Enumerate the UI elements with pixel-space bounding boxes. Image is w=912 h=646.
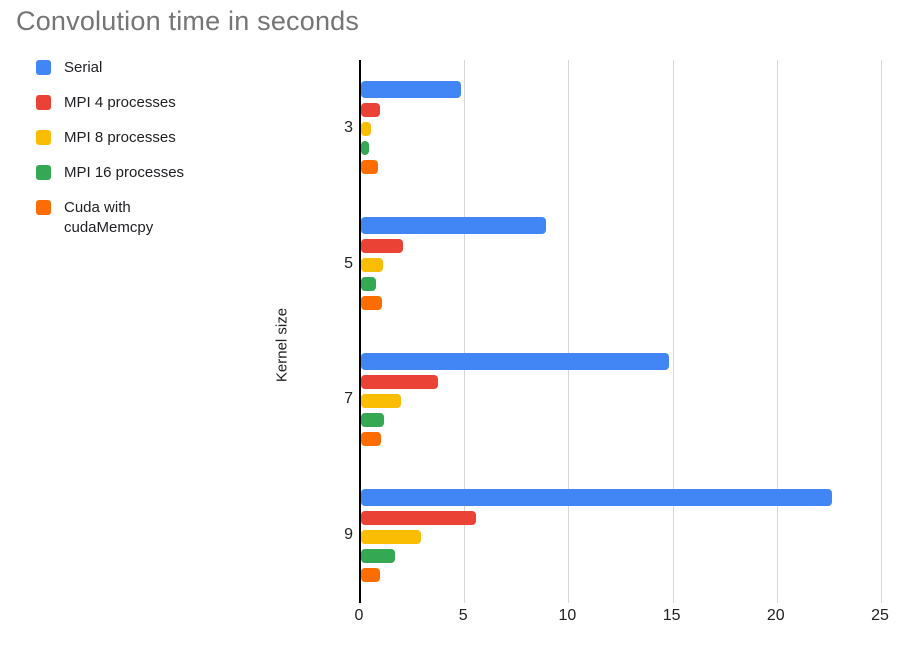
gridline bbox=[568, 60, 570, 603]
bar-serial bbox=[361, 217, 547, 235]
legend-color-swatch bbox=[36, 200, 51, 215]
bar-serial bbox=[361, 488, 832, 506]
x-tick-label: 15 bbox=[662, 607, 681, 624]
bar-group: 9 bbox=[344, 467, 882, 603]
bar-cuda-with-cudamemcpy bbox=[361, 160, 378, 175]
bar-mpi-16-processes bbox=[361, 548, 396, 563]
bar-serial bbox=[361, 352, 670, 370]
bar-mpi-4-processes bbox=[361, 239, 403, 254]
category-label: 5 bbox=[344, 254, 353, 272]
bar-mpi-8-processes bbox=[361, 258, 383, 273]
legend-item: Serial bbox=[36, 58, 184, 80]
chart-title: Convolution time in seconds bbox=[16, 6, 360, 36]
x-tick-label: 25 bbox=[871, 607, 889, 624]
legend-color-swatch bbox=[36, 130, 51, 145]
bar-cuda-with-cudamemcpy bbox=[361, 567, 380, 582]
legend-color-swatch bbox=[36, 95, 51, 110]
legend-color-swatch bbox=[36, 60, 51, 75]
legend-item: MPI 4 processes bbox=[36, 93, 184, 115]
x-tick-label: 20 bbox=[766, 607, 785, 624]
bar-mpi-4-processes bbox=[361, 103, 380, 118]
bar-mpi-8-processes bbox=[361, 529, 422, 544]
category-label: 9 bbox=[344, 526, 353, 544]
legend-item: MPI 8 processes bbox=[36, 128, 184, 150]
bar-mpi-8-processes bbox=[361, 393, 401, 408]
legend-item-label: Cuda with cudaMemcpy bbox=[64, 199, 154, 236]
gridline bbox=[776, 60, 778, 603]
legend-item: MPI 16 processes bbox=[36, 163, 184, 185]
legend-item: Cuda with cudaMemcpy bbox=[36, 198, 184, 238]
legend-item-label: MPI 8 processes bbox=[64, 129, 176, 146]
bar-mpi-16-processes bbox=[361, 412, 384, 427]
bar-cuda-with-cudamemcpy bbox=[361, 431, 381, 446]
legend-color-swatch bbox=[36, 165, 51, 180]
legend-item-label: MPI 16 processes bbox=[64, 164, 185, 181]
legend-item-label: Serial bbox=[64, 59, 103, 76]
x-tick-label: 10 bbox=[558, 607, 577, 624]
bar-serial bbox=[361, 81, 462, 99]
bar-mpi-16-processes bbox=[361, 141, 370, 156]
bar-group: 7 bbox=[344, 332, 882, 468]
legend-item-label: MPI 4 processes bbox=[64, 94, 176, 111]
x-tick-label: 0 bbox=[354, 607, 364, 624]
category-label: 3 bbox=[344, 118, 353, 136]
gridline bbox=[672, 60, 674, 603]
gridline bbox=[881, 60, 882, 603]
bar-mpi-4-processes bbox=[361, 374, 439, 389]
bar-group: 3 bbox=[344, 60, 882, 196]
x-axis-tick-labels: 0 5 10 15 20 25 bbox=[355, 607, 889, 629]
bar-group: 5 bbox=[344, 196, 882, 332]
bar-cuda-with-cudamemcpy bbox=[361, 296, 382, 311]
bar-mpi-8-processes bbox=[361, 122, 372, 137]
plot-area: 3 5 7 9 bbox=[344, 60, 882, 603]
category-label: 7 bbox=[344, 390, 353, 408]
bar-mpi-4-processes bbox=[361, 510, 476, 525]
x-tick-label: 5 bbox=[458, 607, 468, 624]
y-axis-title: Kernel size bbox=[273, 307, 291, 383]
bar-mpi-16-processes bbox=[361, 277, 376, 292]
gridline bbox=[464, 60, 466, 603]
legend: Serial MPI 4 processes MPI 8 processes MPI … bbox=[36, 58, 184, 251]
